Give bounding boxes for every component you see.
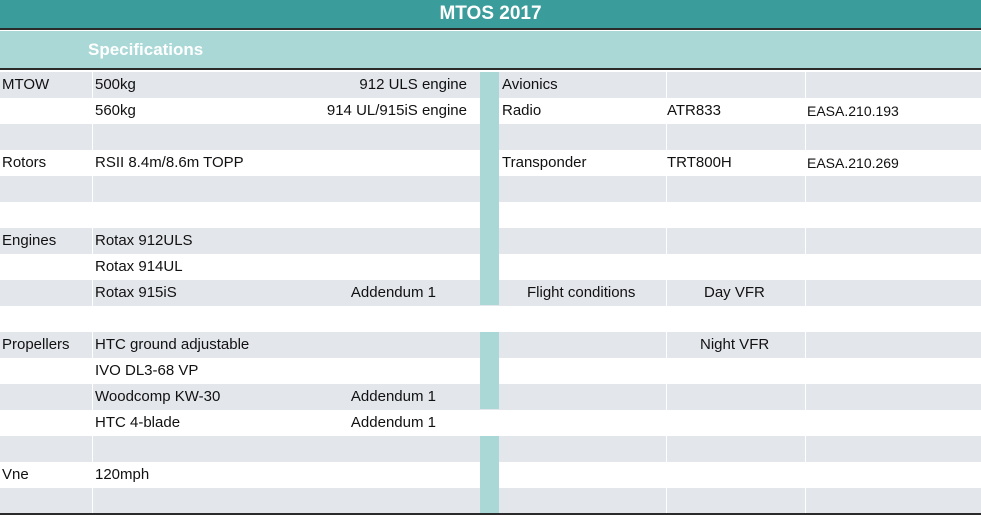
flight-conditions-value: Night VFR — [700, 336, 770, 353]
divider — [805, 436, 806, 462]
divider — [92, 124, 93, 150]
divider — [805, 384, 806, 410]
divider — [92, 72, 93, 98]
row-label: Propellers — [2, 336, 70, 353]
table-row: Rotax 914UL — [0, 254, 981, 280]
row-label: Rotors — [2, 154, 47, 171]
divider — [666, 488, 667, 513]
row-value: HTC ground adjustable — [95, 336, 250, 353]
table-row: HTC 4-blade Addendum 1 — [0, 410, 981, 436]
avionics-item-label: Transponder — [502, 154, 587, 171]
divider — [805, 72, 806, 98]
divider — [92, 384, 93, 410]
avionics-item-model: ATR833 — [667, 102, 721, 119]
divider — [805, 280, 806, 306]
row-value: 500kg — [95, 76, 136, 93]
column-divider — [480, 72, 499, 305]
divider — [92, 228, 93, 254]
divider — [666, 176, 667, 202]
divider — [666, 436, 667, 462]
avionics-item-model: TRT800H — [667, 154, 732, 171]
divider — [666, 124, 667, 150]
row-note: Addendum 1 — [350, 414, 436, 431]
avionics-item-cert: EASA.210.269 — [807, 155, 899, 171]
row-value: Rotax 912ULS — [95, 232, 193, 249]
column-divider — [480, 436, 499, 513]
table-row: IVO DL3-68 VP — [0, 358, 981, 384]
flight-conditions-label: Flight conditions — [527, 284, 636, 301]
divider — [92, 176, 93, 202]
table-row: 560kg 914 UL/915iS engine Radio ATR833 E… — [0, 98, 981, 124]
divider — [666, 384, 667, 410]
table-row: Vne 120mph — [0, 462, 981, 488]
specifications-bar: Specifications — [0, 31, 981, 70]
divider — [805, 176, 806, 202]
divider — [92, 436, 93, 462]
column-divider — [480, 332, 499, 409]
divider — [805, 228, 806, 254]
title-bar: MTOS 2017 — [0, 0, 981, 30]
flight-conditions-value: Day VFR — [704, 284, 765, 301]
divider — [666, 228, 667, 254]
row-value: 120mph — [95, 466, 150, 483]
row-value: Woodcomp KW-30 — [95, 388, 221, 405]
row-label: MTOW — [2, 76, 50, 93]
row-note: Addendum 1 — [350, 388, 436, 405]
row-value: IVO DL3-68 VP — [95, 362, 199, 379]
avionics-item-label: Radio — [502, 102, 542, 119]
row-label: Vne — [2, 466, 29, 483]
divider — [92, 280, 93, 306]
row-note: Addendum 1 — [350, 284, 436, 301]
row-value: HTC 4-blade — [95, 414, 181, 431]
row-value: RSII 8.4m/8.6m TOPP — [95, 154, 244, 171]
divider — [666, 332, 667, 358]
row-value: 560kg — [95, 102, 136, 119]
divider — [805, 332, 806, 358]
bottom-border — [0, 513, 981, 515]
divider — [92, 488, 93, 513]
table-row: Rotors RSII 8.4m/8.6m TOPP Transponder T… — [0, 150, 981, 176]
divider — [92, 332, 93, 358]
table-row — [0, 306, 981, 332]
avionics-item-cert: EASA.210.193 — [807, 103, 899, 119]
avionics-heading: Avionics — [502, 76, 558, 93]
specifications-heading: Specifications — [88, 40, 204, 59]
divider — [805, 488, 806, 513]
row-value: Rotax 915iS — [95, 284, 177, 301]
divider — [666, 72, 667, 98]
divider — [805, 124, 806, 150]
document-title: MTOS 2017 — [439, 3, 542, 24]
row-label: Engines — [2, 232, 57, 249]
row-value: Rotax 914UL — [95, 258, 183, 275]
row-note: 914 UL/915iS engine — [326, 102, 467, 119]
row-note: 912 ULS engine — [359, 76, 467, 93]
divider — [666, 280, 667, 306]
